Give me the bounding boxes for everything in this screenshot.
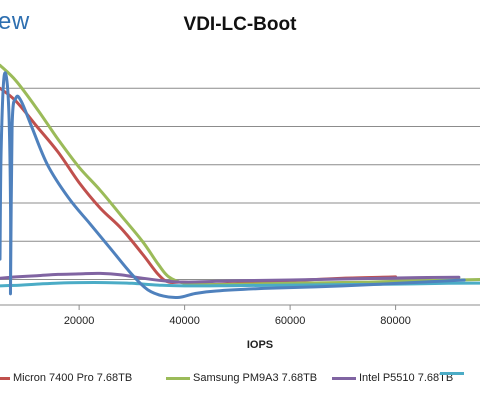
- legend-swatch: [332, 376, 356, 380]
- legend-label: Intel P5510 7.68TB: [359, 372, 454, 384]
- series-line-4: [0, 71, 466, 300]
- watermark-logo-text: ew: [0, 8, 30, 35]
- legend-item: Samsung PM9A3 7.68TB: [166, 372, 317, 384]
- legend-swatch: [0, 376, 10, 380]
- legend-item: Micron 7400 Pro 7.68TB: [0, 372, 132, 384]
- series-line-1: [0, 63, 480, 287]
- legend-item: [440, 372, 467, 375]
- chart-title: VDI-LC-Boot: [183, 14, 297, 35]
- series-line-0: [0, 86, 398, 287]
- x-tick-label-1: 40000: [169, 315, 200, 327]
- legend-label: Samsung PM9A3 7.68TB: [193, 372, 318, 384]
- legend-swatch: [166, 376, 190, 380]
- x-tick-label-3: 80000: [380, 315, 411, 327]
- x-tick-label-0: 20000: [64, 315, 95, 327]
- legend-item: Intel P5510 7.68TB: [332, 372, 453, 384]
- x-axis-title: IOPS: [247, 339, 273, 351]
- legend-label: Micron 7400 Pro 7.68TB: [13, 372, 133, 384]
- x-tick-label-2: 60000: [275, 315, 306, 327]
- series-line-2: [0, 271, 461, 284]
- chart-legend: Micron 7400 Pro 7.68TB Samsung PM9A3 7.68…: [0, 372, 480, 390]
- legend-swatch: [440, 372, 464, 375]
